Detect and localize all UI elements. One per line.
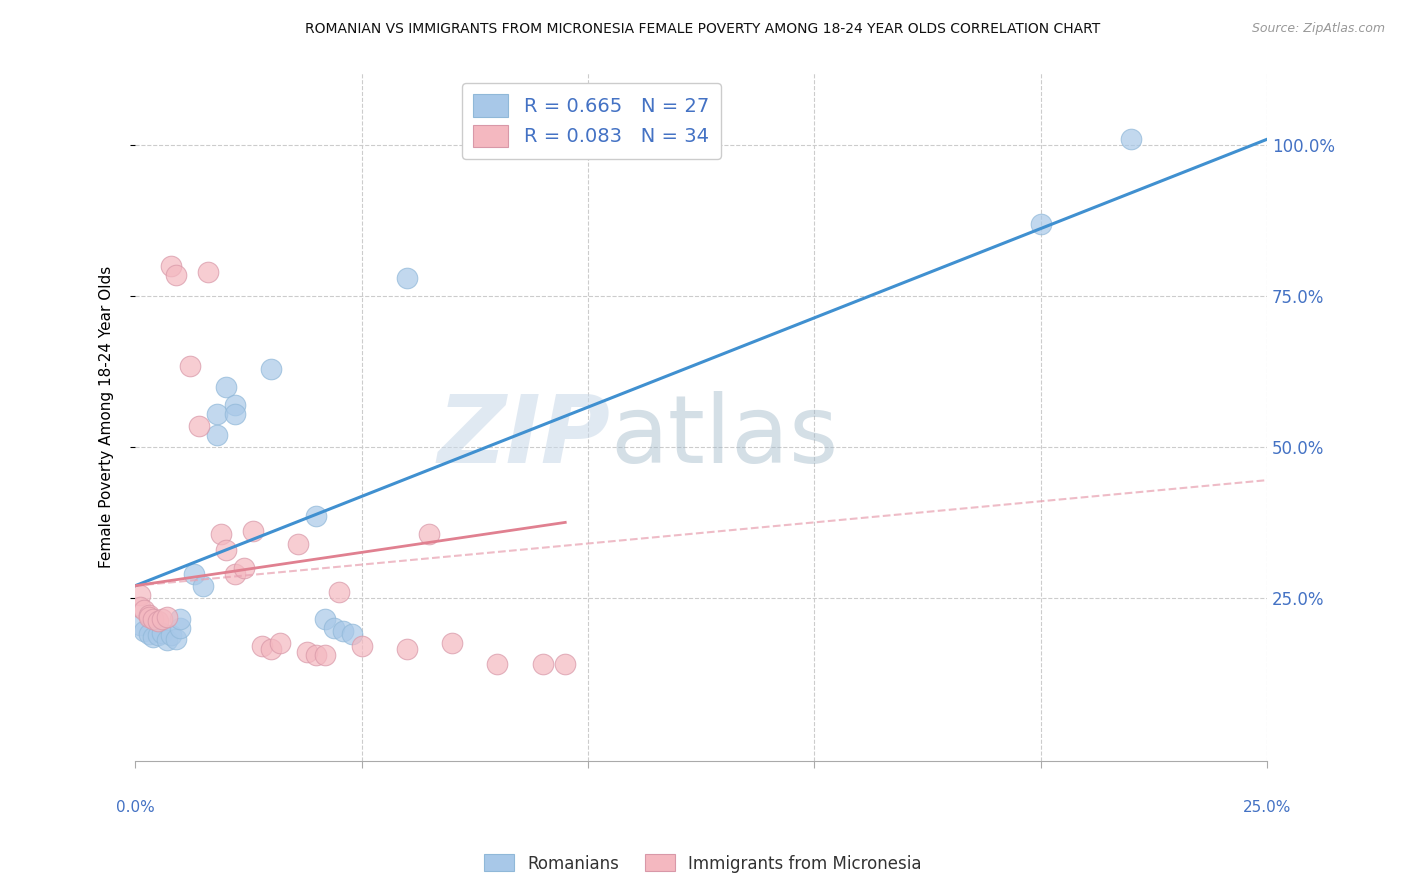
- Point: [156, 633, 179, 648]
- Point: [146, 614, 169, 628]
- Point: [242, 524, 264, 539]
- Point: [169, 612, 191, 626]
- Point: [269, 636, 291, 650]
- Point: [169, 621, 191, 635]
- Point: [146, 628, 169, 642]
- Point: [395, 271, 418, 285]
- Point: [314, 612, 336, 626]
- Point: [224, 407, 246, 421]
- Point: [128, 599, 150, 614]
- Point: [441, 636, 464, 650]
- Point: [554, 657, 576, 672]
- Y-axis label: Female Poverty Among 18-24 Year Olds: Female Poverty Among 18-24 Year Olds: [100, 266, 114, 568]
- Point: [232, 560, 254, 574]
- Legend: R = 0.665   N = 27, R = 0.083   N = 34: R = 0.665 N = 27, R = 0.083 N = 34: [461, 83, 721, 159]
- Text: 25.0%: 25.0%: [1243, 799, 1291, 814]
- Point: [197, 265, 219, 279]
- Point: [183, 566, 205, 581]
- Point: [156, 610, 179, 624]
- Point: [215, 542, 238, 557]
- Point: [260, 361, 283, 376]
- Point: [209, 527, 232, 541]
- Point: [1029, 217, 1052, 231]
- Point: [134, 624, 156, 638]
- Point: [165, 632, 187, 646]
- Point: [138, 610, 160, 624]
- Text: atlas: atlas: [610, 392, 839, 483]
- Point: [1119, 132, 1142, 146]
- Point: [531, 657, 554, 672]
- Text: Source: ZipAtlas.com: Source: ZipAtlas.com: [1251, 22, 1385, 36]
- Point: [128, 588, 150, 602]
- Point: [486, 657, 509, 672]
- Point: [305, 648, 328, 662]
- Point: [160, 259, 183, 273]
- Point: [328, 584, 350, 599]
- Point: [142, 612, 165, 626]
- Point: [224, 566, 246, 581]
- Point: [165, 268, 187, 282]
- Point: [138, 607, 160, 622]
- Point: [323, 621, 346, 635]
- Point: [342, 627, 364, 641]
- Point: [179, 359, 201, 373]
- Text: ZIP: ZIP: [437, 392, 610, 483]
- Point: [205, 407, 228, 421]
- Point: [142, 630, 165, 644]
- Point: [205, 428, 228, 442]
- Point: [250, 639, 273, 653]
- Text: 0.0%: 0.0%: [115, 799, 155, 814]
- Point: [150, 612, 173, 626]
- Point: [287, 536, 309, 550]
- Point: [128, 618, 150, 632]
- Point: [191, 579, 214, 593]
- Point: [134, 603, 156, 617]
- Point: [418, 527, 440, 541]
- Text: ROMANIAN VS IMMIGRANTS FROM MICRONESIA FEMALE POVERTY AMONG 18-24 YEAR OLDS CORR: ROMANIAN VS IMMIGRANTS FROM MICRONESIA F…: [305, 22, 1101, 37]
- Point: [305, 509, 328, 524]
- Point: [138, 627, 160, 641]
- Legend: Romanians, Immigrants from Micronesia: Romanians, Immigrants from Micronesia: [478, 847, 928, 880]
- Point: [215, 379, 238, 393]
- Point: [160, 628, 183, 642]
- Point: [350, 639, 373, 653]
- Point: [297, 645, 319, 659]
- Point: [260, 642, 283, 657]
- Point: [395, 642, 418, 657]
- Point: [224, 398, 246, 412]
- Point: [150, 625, 173, 640]
- Point: [187, 418, 209, 433]
- Point: [314, 648, 336, 662]
- Point: [332, 624, 354, 638]
